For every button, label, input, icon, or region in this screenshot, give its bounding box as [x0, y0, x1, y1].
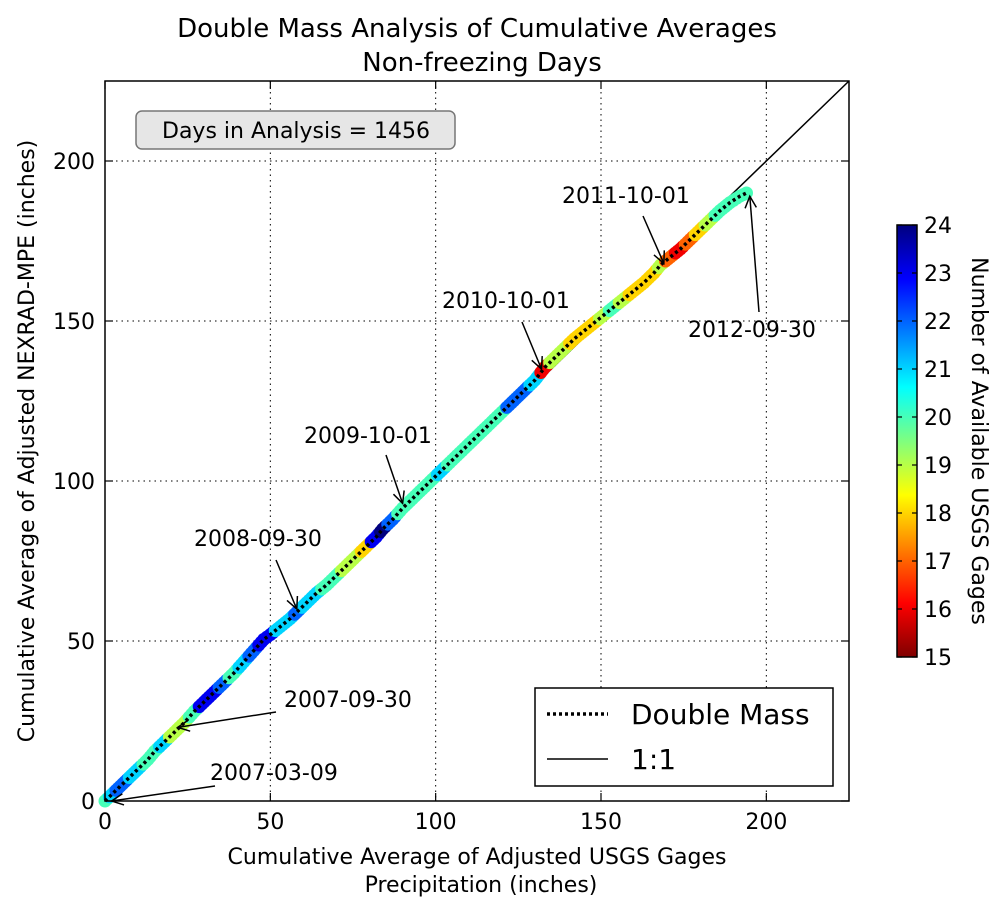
- x-tick-label: 100: [415, 810, 457, 835]
- annotation-label: 2009-10-01: [304, 424, 432, 449]
- colorbar-tick-label: 21: [924, 358, 952, 383]
- colorbar-tick-label: 16: [924, 598, 952, 623]
- legend: Double Mass 1:1: [534, 687, 834, 787]
- colorbar-tick-label: 23: [924, 262, 952, 287]
- annotation-arrow: [111, 785, 216, 802]
- x-tick-label: 50: [256, 810, 284, 835]
- info-box: Days in Analysis = 1456: [135, 110, 456, 150]
- legend-one-to-one-label: 1:1: [631, 743, 676, 776]
- x-axis-label-line1: Cumulative Average of Adjusted USGS Gage…: [228, 845, 727, 870]
- x-tick-label: 150: [580, 810, 622, 835]
- legend-double-mass-label: Double Mass: [631, 698, 810, 731]
- double-mass-path: [103, 191, 748, 803]
- colorbar-tick-label: 20: [924, 406, 952, 431]
- annotation-arrowhead: [286, 595, 299, 611]
- annotation-arrowhead: [176, 719, 191, 732]
- y-tick-label: 50: [67, 630, 95, 655]
- grid: [105, 81, 849, 801]
- annotation-label: 2012-09-30: [688, 318, 816, 343]
- colorbar-tick-label: 22: [924, 310, 952, 335]
- y-tick-label: 100: [53, 470, 95, 495]
- colorbar: 15 16 17 18 19 20 21 22 23 24 Number of Available…: [896, 214, 991, 671]
- annotation-arrowhead: [109, 793, 125, 806]
- colorbar-ticks: 15 16 17 18 19 20 21 22 23 24: [897, 214, 952, 671]
- colorbar-tick-label: 15: [924, 646, 952, 671]
- annotation-arrow: [177, 711, 277, 729]
- x-tick-label: 200: [745, 810, 787, 835]
- chart-title: Double Mass Analysis of Cumulative Avera…: [177, 14, 777, 44]
- annotation-arrowhead: [653, 250, 666, 265]
- colorbar-tick-label: 17: [924, 550, 952, 575]
- info-box-text: Days in Analysis = 1456: [162, 119, 430, 144]
- annotation-arrowhead: [392, 490, 405, 506]
- double-mass-line: [103, 191, 748, 803]
- annotation-label: 2007-03-09: [210, 761, 338, 786]
- chart-subtitle: Non-freezing Days: [362, 48, 601, 78]
- annotation-arrow: [275, 559, 298, 610]
- x-axis-label-line2: Precipitation (inches): [365, 873, 598, 898]
- y-tick-label: 200: [53, 150, 95, 175]
- y-tick-label: 150: [53, 310, 95, 335]
- annotation-arrowhead: [531, 355, 543, 371]
- annotation-arrow: [521, 321, 543, 370]
- y-axis-label: Cumulative Average of Adjusted NEXRAD-MP…: [15, 140, 40, 743]
- colorbar-tick-label: 18: [924, 502, 952, 527]
- y-ticks: 0 50 100 150 200: [53, 150, 849, 815]
- colorbar-tick-label: 24: [924, 214, 952, 239]
- colorbar-tick-label: 19: [924, 454, 952, 479]
- x-ticks: 0 50 100 150 200: [98, 81, 787, 835]
- colorbar-gradient: [896, 224, 918, 658]
- annotation-label: 2007-09-30: [284, 688, 412, 713]
- x-tick-label: 0: [98, 810, 112, 835]
- annotation-arrow: [385, 454, 404, 504]
- annotation-arrow: [642, 215, 665, 264]
- annotation-label: 2008-09-30: [194, 527, 322, 552]
- annotation-arrow: [749, 196, 760, 313]
- plot-frame: [104, 80, 850, 802]
- y-tick-label: 0: [81, 790, 95, 815]
- annotation-label: 2010-10-01: [442, 289, 570, 314]
- annotation-label: 2011-10-01: [562, 184, 690, 209]
- annotation-arrowhead: [744, 194, 758, 209]
- colorbar-label: Number of Available USGS Gages: [966, 257, 991, 625]
- annotations: 2007-03-09 2007-09-30 2008-09-30 2009-10-01…: [109, 184, 816, 806]
